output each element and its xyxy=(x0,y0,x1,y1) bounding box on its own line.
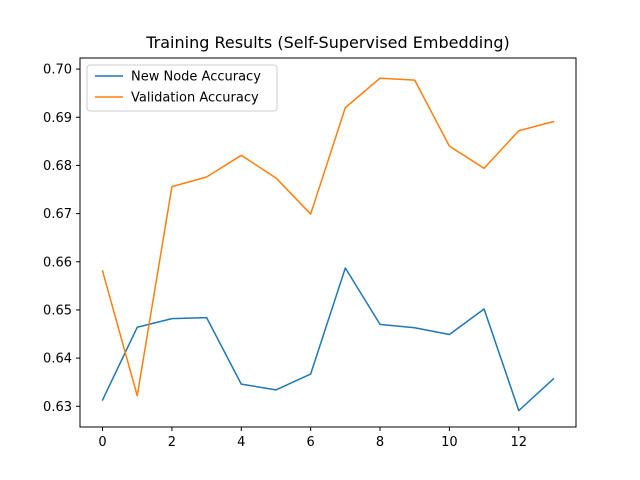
plot-area-frame xyxy=(79,57,577,428)
x-axis: 0 2 4 6 8 10 12 xyxy=(98,427,527,450)
x-tick-label: 12 xyxy=(510,435,527,450)
legend: New Node Accuracy Validation Accuracy xyxy=(86,64,278,112)
y-tick-label: 0.70 xyxy=(43,63,72,78)
x-tick-label: 0 xyxy=(98,435,106,450)
x-tick-label: 10 xyxy=(441,435,458,450)
legend-label-1: New Node Accuracy xyxy=(131,70,261,85)
y-tick-label: 0.64 xyxy=(43,352,72,367)
legend-box xyxy=(86,64,278,112)
y-tick-label: 0.69 xyxy=(43,111,72,126)
y-tick-label: 0.66 xyxy=(43,255,72,270)
series-lines xyxy=(101,77,555,412)
x-tick-label: 4 xyxy=(237,435,245,450)
y-tick-label: 0.67 xyxy=(43,207,72,222)
y-tick-label: 0.65 xyxy=(43,303,72,318)
chart-title: Training Results (Self-Supervised Embedd… xyxy=(145,33,510,52)
x-tick-label: 8 xyxy=(376,435,384,450)
y-axis: 0.63 0.64 0.65 0.66 0.67 0.68 0.69 0.70 xyxy=(43,63,80,415)
y-tick-label: 0.63 xyxy=(43,400,72,415)
y-tick-label: 0.68 xyxy=(43,159,72,174)
x-tick-label: 2 xyxy=(168,435,176,450)
x-tick-label: 6 xyxy=(307,435,315,450)
series-line-1 xyxy=(101,267,555,412)
series-line-2 xyxy=(101,77,555,397)
legend-label-2: Validation Accuracy xyxy=(131,91,259,106)
